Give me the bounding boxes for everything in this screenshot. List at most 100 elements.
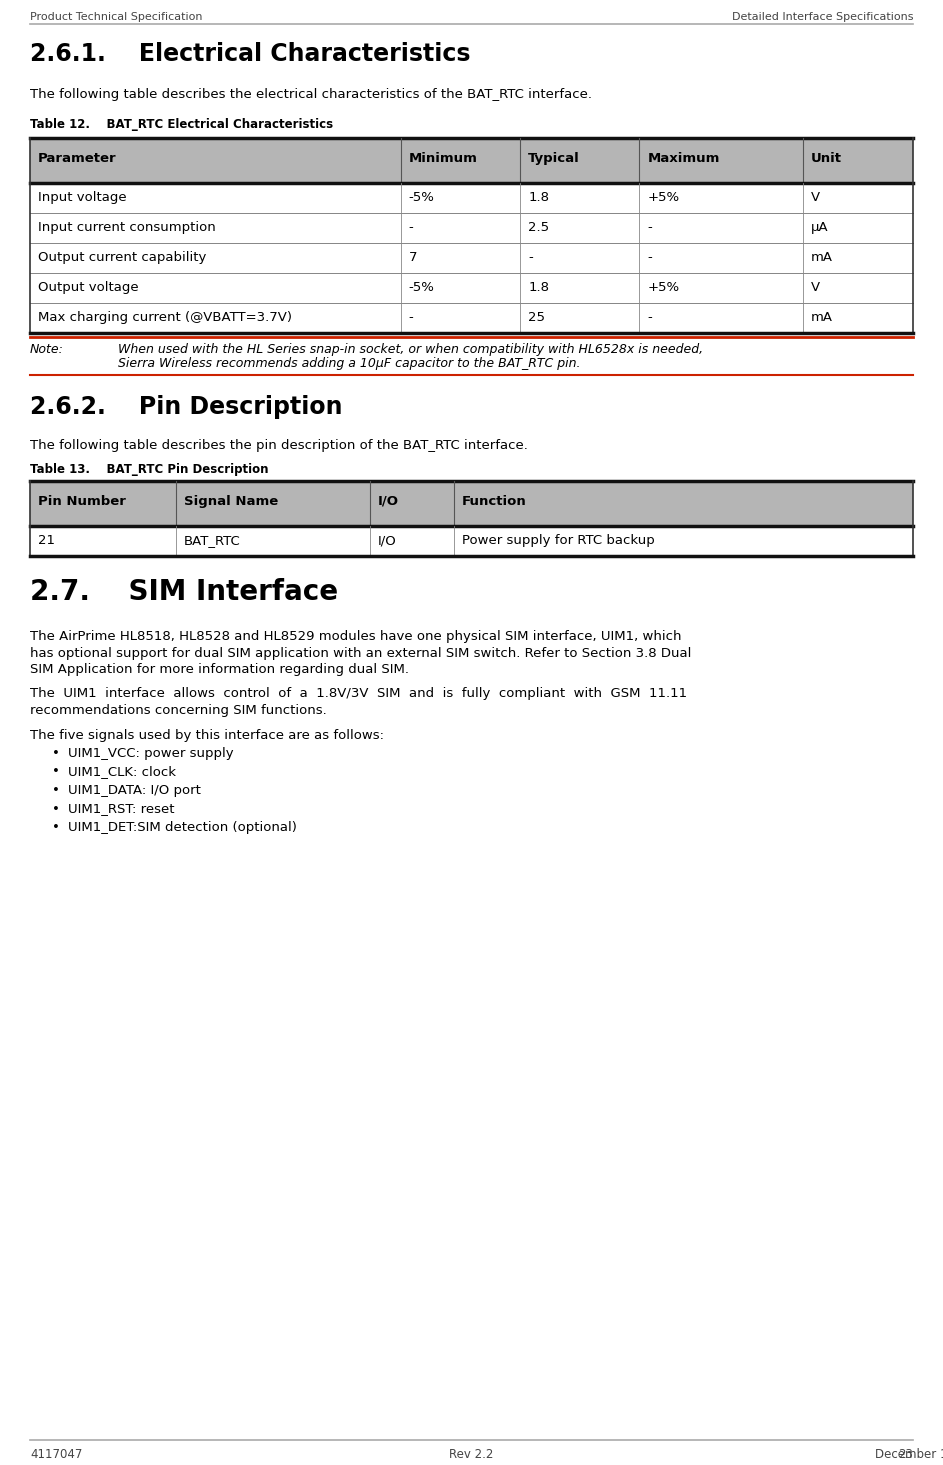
Text: Function: Function	[462, 495, 526, 508]
Text: Parameter: Parameter	[38, 152, 117, 166]
Bar	[521, 303, 639, 333]
Text: -: -	[647, 311, 652, 324]
Bar	[454, 481, 913, 526]
Bar	[639, 272, 802, 303]
Text: I/O: I/O	[378, 535, 397, 546]
Bar	[370, 481, 454, 526]
Text: 7: 7	[409, 251, 418, 264]
Text: -: -	[647, 251, 652, 264]
Bar	[802, 183, 913, 212]
Text: recommendations concerning SIM functions.: recommendations concerning SIM functions…	[30, 705, 327, 716]
Bar	[30, 481, 175, 526]
Bar	[521, 272, 639, 303]
Bar	[802, 138, 913, 183]
Text: Rev 2.2: Rev 2.2	[449, 1447, 494, 1461]
Text: •: •	[52, 803, 59, 816]
Text: 2.7.    SIM Interface: 2.7. SIM Interface	[30, 579, 339, 607]
Text: 4117047: 4117047	[30, 1447, 82, 1461]
Text: Power supply for RTC backup: Power supply for RTC backup	[462, 535, 654, 546]
Bar	[30, 526, 175, 557]
Text: +5%: +5%	[647, 281, 679, 294]
Bar	[30, 303, 401, 333]
Text: Pin Number: Pin Number	[38, 495, 125, 508]
Text: Output voltage: Output voltage	[38, 281, 139, 294]
Bar	[401, 243, 521, 272]
Text: -: -	[409, 221, 414, 234]
Text: The  UIM1  interface  allows  control  of  a  1.8V/3V  SIM  and  is  fully  comp: The UIM1 interface allows control of a 1…	[30, 687, 687, 700]
Text: mA: mA	[811, 251, 833, 264]
Bar	[521, 243, 639, 272]
Text: UIM1_DET:SIM detection (optional): UIM1_DET:SIM detection (optional)	[68, 820, 297, 834]
Text: BAT_RTC: BAT_RTC	[184, 535, 240, 546]
Text: Note:: Note:	[30, 343, 64, 356]
Text: 1.8: 1.8	[528, 190, 549, 204]
Text: -: -	[528, 251, 533, 264]
Text: December 18, 2015: December 18, 2015	[875, 1447, 943, 1461]
Text: -5%: -5%	[409, 281, 435, 294]
Text: Unit: Unit	[811, 152, 841, 166]
Bar	[370, 526, 454, 557]
Text: Output current capability: Output current capability	[38, 251, 207, 264]
Text: 1.8: 1.8	[528, 281, 549, 294]
Text: Table 12.    BAT_RTC Electrical Characteristics: Table 12. BAT_RTC Electrical Characteris…	[30, 119, 333, 130]
Bar	[639, 183, 802, 212]
Text: +5%: +5%	[647, 190, 679, 204]
Text: V: V	[811, 190, 819, 204]
Bar	[30, 243, 401, 272]
Bar	[802, 212, 913, 243]
Bar	[30, 138, 401, 183]
Text: SIM Application for more information regarding dual SIM.: SIM Application for more information reg…	[30, 664, 409, 675]
Text: µA: µA	[811, 221, 828, 234]
Text: The AirPrime HL8518, HL8528 and HL8529 modules have one physical SIM interface, : The AirPrime HL8518, HL8528 and HL8529 m…	[30, 630, 682, 643]
Text: 2.5: 2.5	[528, 221, 549, 234]
Bar	[30, 212, 401, 243]
Text: 2.6.1.    Electrical Characteristics: 2.6.1. Electrical Characteristics	[30, 42, 471, 66]
Text: Sierra Wireless recommends adding a 10µF capacitor to the BAT_RTC pin.: Sierra Wireless recommends adding a 10µF…	[118, 357, 581, 371]
Text: The five signals used by this interface are as follows:: The five signals used by this interface …	[30, 728, 384, 741]
Text: 2.6.2.    Pin Description: 2.6.2. Pin Description	[30, 396, 342, 419]
Bar	[175, 481, 370, 526]
Text: The following table describes the pin description of the BAT_RTC interface.: The following table describes the pin de…	[30, 440, 528, 453]
Text: -: -	[409, 311, 414, 324]
Text: V: V	[811, 281, 819, 294]
Text: Minimum: Minimum	[409, 152, 478, 166]
Text: mA: mA	[811, 311, 833, 324]
Text: -: -	[647, 221, 652, 234]
Text: •: •	[52, 784, 59, 797]
Text: UIM1_DATA: I/O port: UIM1_DATA: I/O port	[68, 784, 201, 797]
Text: Product Technical Specification: Product Technical Specification	[30, 12, 203, 22]
Text: •: •	[52, 747, 59, 760]
Text: UIM1_CLK: clock: UIM1_CLK: clock	[68, 766, 176, 778]
Text: Detailed Interface Specifications: Detailed Interface Specifications	[732, 12, 913, 22]
Bar	[30, 183, 401, 212]
Bar	[521, 183, 639, 212]
Bar	[401, 272, 521, 303]
Bar	[521, 138, 639, 183]
Bar	[401, 303, 521, 333]
Text: •: •	[52, 820, 59, 834]
Bar	[454, 526, 913, 557]
Text: Input voltage: Input voltage	[38, 190, 126, 204]
Text: UIM1_VCC: power supply: UIM1_VCC: power supply	[68, 747, 234, 760]
Text: Table 13.    BAT_RTC Pin Description: Table 13. BAT_RTC Pin Description	[30, 463, 269, 476]
Text: UIM1_RST: reset: UIM1_RST: reset	[68, 803, 174, 816]
Text: -5%: -5%	[409, 190, 435, 204]
Bar	[401, 183, 521, 212]
Bar	[401, 138, 521, 183]
Text: Maximum: Maximum	[647, 152, 720, 166]
Bar	[802, 272, 913, 303]
Text: 25: 25	[528, 311, 545, 324]
Bar	[639, 243, 802, 272]
Text: I/O: I/O	[378, 495, 399, 508]
Bar	[802, 243, 913, 272]
Text: Signal Name: Signal Name	[184, 495, 278, 508]
Bar	[802, 303, 913, 333]
Bar	[30, 272, 401, 303]
Bar	[521, 212, 639, 243]
Bar	[639, 138, 802, 183]
Bar	[639, 303, 802, 333]
Text: Input current consumption: Input current consumption	[38, 221, 216, 234]
Text: 21: 21	[38, 535, 55, 546]
Bar	[639, 212, 802, 243]
Text: When used with the HL Series snap-in socket, or when compatibility with HL6528x : When used with the HL Series snap-in soc…	[118, 343, 703, 356]
